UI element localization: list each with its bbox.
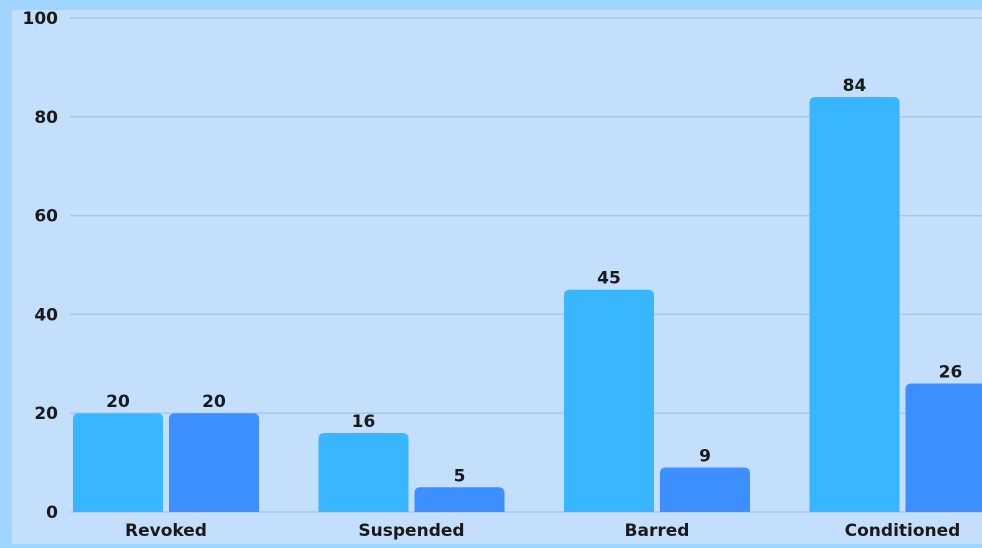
x-category-label: Suspended	[358, 521, 464, 541]
bar-revoked-series-2	[169, 413, 259, 512]
y-tick-label: 60	[34, 207, 58, 227]
data-label: 45	[597, 269, 621, 289]
bar-conditioned-series-1	[810, 97, 900, 512]
y-tick-label: 0	[46, 503, 58, 523]
y-tick-label: 100	[23, 9, 59, 29]
bar-suspended-series-2	[415, 487, 505, 512]
y-tick-label: 20	[34, 404, 58, 424]
x-category-label: Conditioned	[845, 521, 961, 541]
data-label: 84	[843, 76, 867, 96]
data-label: 20	[106, 392, 130, 412]
x-category-label: Revoked	[125, 521, 207, 541]
x-category-label: Barred	[625, 521, 690, 541]
y-tick-label: 80	[34, 108, 58, 128]
bar-barred-series-1	[564, 290, 654, 512]
bar-barred-series-2	[660, 468, 750, 512]
y-tick-label: 40	[34, 305, 58, 325]
bar-revoked-series-1	[73, 413, 163, 512]
data-label: 26	[939, 363, 963, 383]
bar-conditioned-series-2	[906, 384, 982, 512]
data-label: 5	[454, 466, 466, 486]
data-label: 9	[699, 447, 711, 467]
data-label: 16	[352, 412, 376, 432]
bar-suspended-series-1	[319, 433, 409, 512]
data-label: 20	[202, 392, 226, 412]
